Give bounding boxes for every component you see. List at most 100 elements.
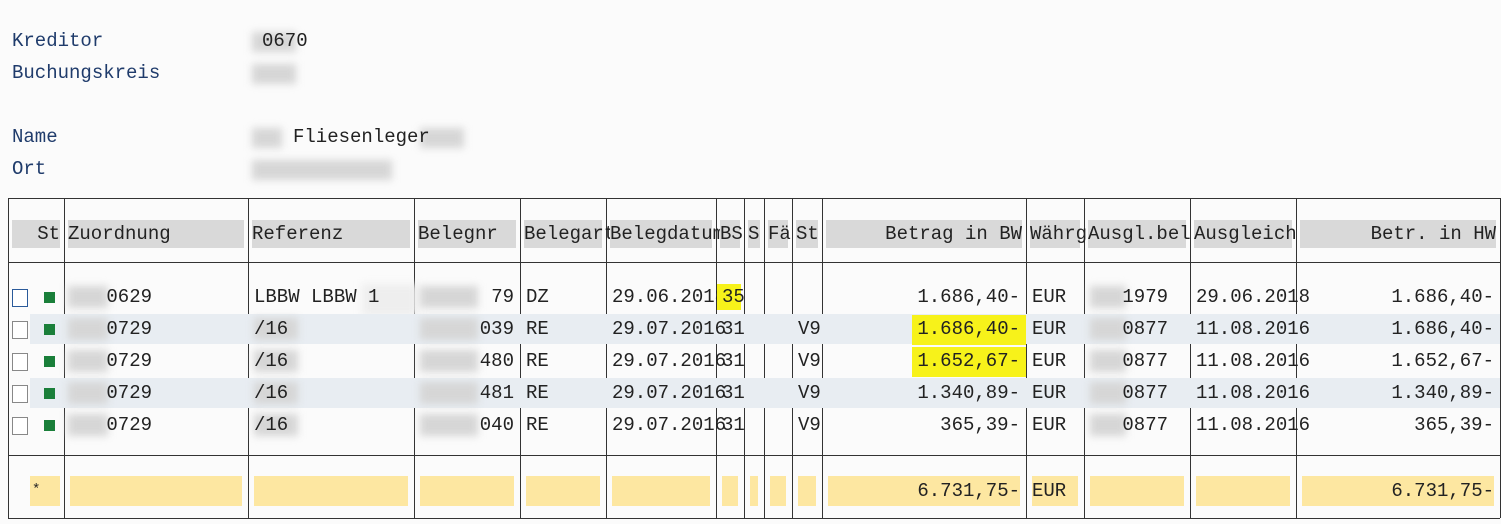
status-icon bbox=[44, 356, 55, 367]
cell: 040 bbox=[479, 414, 514, 436]
total-bg bbox=[770, 476, 786, 506]
blurred-value bbox=[420, 286, 478, 308]
cell: 1.340,89- bbox=[917, 382, 1020, 404]
column-header: Belegart bbox=[524, 223, 616, 245]
cell: 31 bbox=[722, 382, 745, 404]
cell: RE bbox=[526, 382, 549, 404]
header-bg bbox=[68, 220, 244, 248]
cell: 0729 bbox=[106, 318, 152, 340]
column-line bbox=[822, 198, 823, 518]
header-bg bbox=[1030, 220, 1080, 248]
cell: EUR bbox=[1032, 286, 1067, 308]
total-cell: EUR bbox=[1032, 480, 1067, 502]
header-bg bbox=[768, 220, 788, 248]
total-bg bbox=[1302, 476, 1494, 506]
cell: 11.08.2016 bbox=[1196, 350, 1311, 372]
column-line bbox=[520, 198, 521, 518]
cell: V9 bbox=[798, 414, 821, 436]
column-line bbox=[64, 198, 65, 518]
cell: V9 bbox=[798, 382, 821, 404]
cell: 481 bbox=[479, 382, 514, 404]
cell: 29.07.2016 bbox=[612, 382, 727, 404]
column-header: St bbox=[796, 223, 819, 245]
column-line bbox=[792, 198, 793, 518]
checkbox[interactable] bbox=[12, 385, 28, 403]
cell: 0877 bbox=[1122, 318, 1168, 340]
checkbox[interactable] bbox=[12, 289, 28, 307]
table-border bbox=[8, 262, 1500, 263]
cell: 480 bbox=[479, 350, 514, 372]
total-bg bbox=[30, 476, 60, 506]
cell: 29.07.2016 bbox=[612, 318, 727, 340]
header-bg bbox=[418, 220, 516, 248]
blurred-value bbox=[1090, 286, 1126, 308]
total-bg bbox=[798, 476, 816, 506]
cell: 365,39- bbox=[1414, 414, 1494, 436]
cell: 0629 bbox=[106, 286, 152, 308]
cell: 0877 bbox=[1122, 382, 1168, 404]
blurred-value bbox=[420, 128, 464, 148]
checkbox[interactable] bbox=[12, 353, 28, 371]
table-border bbox=[8, 455, 1500, 456]
status-icon bbox=[44, 292, 55, 303]
blurred-value bbox=[420, 350, 478, 372]
column-line bbox=[1190, 198, 1191, 518]
header-bg bbox=[1300, 220, 1496, 248]
column-line bbox=[248, 198, 249, 518]
column-header: Betr. in HW bbox=[1370, 223, 1496, 245]
column-header: St bbox=[37, 223, 60, 245]
status-icon bbox=[44, 388, 55, 399]
cell: 11.08.2016 bbox=[1196, 382, 1311, 404]
total-bg bbox=[420, 476, 514, 506]
cell: DZ bbox=[526, 286, 549, 308]
column-header: Zuordnung bbox=[68, 223, 171, 245]
total-bg bbox=[828, 476, 1020, 506]
total-bg bbox=[1196, 476, 1290, 506]
column-line bbox=[1084, 198, 1085, 518]
cell: V9 bbox=[798, 318, 821, 340]
cell: 29.06.2018 bbox=[1196, 286, 1311, 308]
field-label: Name bbox=[12, 126, 58, 148]
column-header: Belegnr bbox=[418, 223, 498, 245]
blurred-value bbox=[254, 350, 298, 372]
cell: 1.686,40- bbox=[1391, 318, 1494, 340]
cell: 11.08.2016 bbox=[1196, 414, 1311, 436]
cell: 0729 bbox=[106, 414, 152, 436]
blurred-value bbox=[254, 414, 298, 436]
column-header: BS bbox=[720, 223, 743, 245]
cell: 1979 bbox=[1122, 286, 1168, 308]
cell: 039 bbox=[479, 318, 514, 340]
total-bg bbox=[750, 476, 758, 506]
header-bg bbox=[1194, 220, 1292, 248]
blurred-value bbox=[420, 318, 478, 340]
blurred-value bbox=[68, 414, 108, 436]
cell: 29.07.2016 bbox=[612, 350, 727, 372]
blurred-value bbox=[1090, 350, 1126, 372]
cell: /16 bbox=[254, 350, 289, 372]
total-marker: * bbox=[32, 482, 41, 498]
cell: 79 bbox=[491, 286, 514, 308]
total-bg bbox=[612, 476, 710, 506]
blurred-value bbox=[1090, 382, 1126, 404]
checkbox[interactable] bbox=[12, 417, 28, 435]
highlight bbox=[912, 315, 1026, 345]
cell: 31 bbox=[722, 318, 745, 340]
column-line bbox=[716, 198, 717, 518]
blurred-value bbox=[252, 32, 296, 52]
checkbox[interactable] bbox=[12, 321, 28, 339]
total-bg bbox=[254, 476, 408, 506]
cell: RE bbox=[526, 318, 549, 340]
highlight bbox=[717, 284, 741, 310]
header-bg bbox=[796, 220, 818, 248]
header-bg bbox=[748, 220, 760, 248]
cell: 29.07.2016 bbox=[612, 414, 727, 436]
column-line bbox=[8, 198, 9, 518]
cell: EUR bbox=[1032, 318, 1067, 340]
table-border bbox=[8, 198, 1500, 199]
total-bg bbox=[1090, 476, 1184, 506]
blurred-value bbox=[254, 318, 298, 340]
cell: 0877 bbox=[1122, 414, 1168, 436]
blurred-value bbox=[68, 350, 108, 372]
blurred-value bbox=[68, 318, 108, 340]
